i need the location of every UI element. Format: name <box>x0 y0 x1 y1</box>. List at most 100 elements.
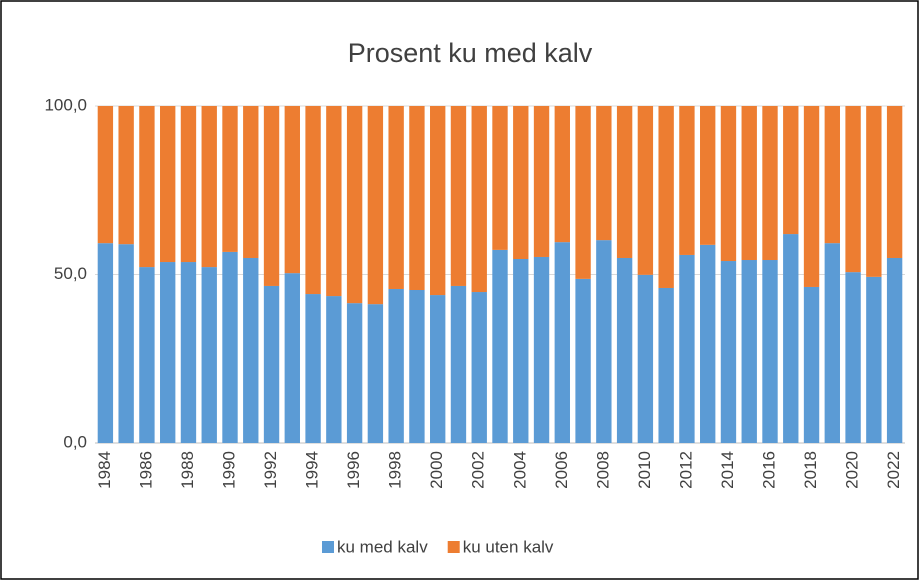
bar-segment <box>367 106 384 305</box>
bar-segment <box>263 106 280 286</box>
bar-segment <box>180 106 197 263</box>
bar-segment <box>139 106 155 268</box>
x-tick-label: 1994 <box>303 451 322 489</box>
bar-segment <box>118 106 134 245</box>
x-tick-label: 2020 <box>843 451 862 489</box>
bar-segment <box>118 244 134 443</box>
x-tick-label: 1990 <box>219 451 238 489</box>
bar-segment <box>284 273 300 443</box>
bar-segment <box>700 106 716 245</box>
bar-segment <box>803 286 820 443</box>
bar-segment <box>160 262 176 443</box>
y-tick-label: 50,0 <box>54 264 87 283</box>
x-tick-label: 2008 <box>593 451 612 489</box>
bar-segment <box>430 295 446 443</box>
bar-segment <box>326 296 342 443</box>
bar-segment <box>720 261 737 443</box>
bar-segment <box>305 106 321 295</box>
bar-segment <box>388 106 404 289</box>
x-tick-label: 1996 <box>344 451 363 489</box>
bar-segment <box>762 260 778 443</box>
bar-segment <box>803 106 820 287</box>
bar-segment <box>616 257 633 443</box>
bar-segment <box>263 285 280 443</box>
bar-segment <box>222 106 238 252</box>
x-tick-label: 1984 <box>95 451 114 489</box>
bar-segment <box>824 243 840 443</box>
y-tick-label: 0,0 <box>63 432 87 451</box>
bar-segment <box>679 106 695 255</box>
x-tick-label: 1992 <box>261 451 280 489</box>
bar-segment <box>720 106 737 262</box>
chart-title: Prosent ku med kalv <box>348 38 593 68</box>
x-tick-label: 2016 <box>759 451 778 489</box>
bar-segment <box>575 278 591 443</box>
x-tick-label: 2006 <box>552 451 571 489</box>
x-tick-label: 2002 <box>469 451 488 489</box>
bar-segment <box>388 288 404 443</box>
bar-segment <box>637 106 654 275</box>
bar-segment <box>492 249 508 443</box>
bar-segment <box>554 242 570 443</box>
bar-segment <box>471 292 487 443</box>
bar-segment <box>346 106 363 304</box>
bar-segment <box>554 106 570 243</box>
bar-segment <box>326 106 342 297</box>
bar-segment <box>97 243 114 443</box>
bar-segment <box>513 258 529 443</box>
bar-segment <box>886 257 903 443</box>
legend-label: ku uten kalv <box>463 537 554 556</box>
bar-segment <box>575 106 591 279</box>
bar-segment <box>658 106 674 288</box>
bar-segment <box>533 106 550 257</box>
bar-segment <box>783 234 799 443</box>
legend-label: ku med kalv <box>337 537 428 556</box>
legend-swatch <box>447 541 460 553</box>
bar-segment <box>492 106 508 250</box>
x-tick-label: 1988 <box>178 451 197 489</box>
bar-segment <box>305 294 321 443</box>
bar-segment <box>471 106 487 293</box>
bar-segment <box>866 106 882 277</box>
x-tick-label: 2012 <box>676 451 695 489</box>
bar-segment <box>346 303 363 443</box>
bar-segment <box>430 106 446 296</box>
bar-segment <box>866 276 882 443</box>
x-tick-label: 2022 <box>884 451 903 489</box>
bar-segment <box>741 260 757 443</box>
bar-segment <box>533 256 550 443</box>
x-tick-label: 2014 <box>718 451 737 489</box>
bar-segment <box>367 304 384 443</box>
bar-segment <box>409 290 425 443</box>
bar-segment <box>596 106 612 241</box>
bar-segment <box>243 106 259 258</box>
y-tick-label: 100,0 <box>44 95 87 114</box>
x-tick-label: 2000 <box>427 451 446 489</box>
bar-segment <box>679 254 695 443</box>
bar-segment <box>450 106 467 286</box>
x-tick-label: 2010 <box>635 451 654 489</box>
bar-segment <box>284 106 300 274</box>
legend-swatch <box>322 541 334 553</box>
bar-segment <box>222 251 238 443</box>
bar-segment <box>886 106 903 258</box>
bar-segment <box>139 267 155 443</box>
bar-segment <box>762 106 778 261</box>
bar-segment <box>783 106 799 235</box>
bar-segment <box>409 106 425 291</box>
bar-segment <box>97 106 114 244</box>
x-tick-label: 1986 <box>136 451 155 489</box>
bar-segment <box>201 106 217 268</box>
bar-segment <box>637 274 654 443</box>
bar-segment <box>616 106 633 258</box>
bar-segment <box>596 240 612 443</box>
x-tick-label: 2018 <box>801 451 820 489</box>
bar-segment <box>824 106 840 244</box>
bar-segment <box>450 285 467 443</box>
bar-segment <box>845 272 861 443</box>
bar-segment <box>243 257 259 443</box>
bar-segment <box>160 106 176 263</box>
bar-segment <box>845 106 861 273</box>
